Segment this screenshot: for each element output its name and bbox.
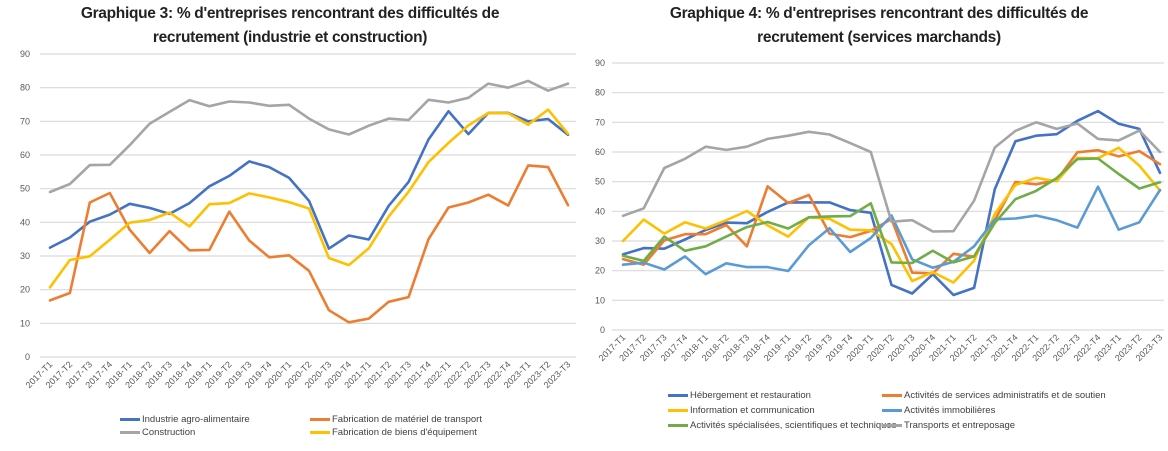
legend-swatch (882, 394, 902, 397)
y-tick-label: 70 (595, 117, 605, 127)
y-tick-label: 30 (20, 251, 30, 261)
legend-swatch (668, 394, 688, 397)
legend-swatch (310, 431, 330, 434)
series-line-fabrication-de-biens-d-equipement (48, 108, 570, 289)
series-line-construction (48, 79, 570, 194)
chart-industrie-construction: Graphique 3: % d'entreprises rencontrant… (0, 0, 580, 451)
series-line-activites-specialisees-scientifiques-et-techniques (621, 157, 1162, 265)
legend-swatch (882, 409, 902, 412)
y-tick-label: 0 (600, 325, 605, 335)
legend-item: Activités immobilières (882, 405, 995, 416)
legend-item: Activités de services administratifs et … (882, 390, 1106, 401)
series-line-activites-immobilieres (621, 185, 1162, 276)
y-tick-label: 70 (20, 116, 30, 126)
legend-swatch (882, 424, 902, 427)
chart-title: Graphique 3: % d'entreprises rencontrant… (0, 2, 580, 50)
legend-item: Fabrication de matériel de transport (310, 414, 482, 425)
y-tick-label: 50 (20, 184, 30, 194)
legend-label: Fabrication de matériel de transport (332, 414, 482, 425)
y-tick-label: 20 (20, 285, 30, 295)
y-tick-label: 80 (595, 88, 605, 98)
y-tick-label: 10 (595, 295, 605, 305)
chart-legend: Industrie agro-alimentaire Fabrication de… (0, 0, 580, 451)
legend-label: Activités de services administratifs et … (904, 390, 1106, 401)
chart-services-marchands: Graphique 4: % d'entreprises rencontrant… (590, 0, 1168, 451)
legend-label: Activités immobilières (904, 405, 996, 416)
legend-item: Transports et entreposage (882, 420, 1015, 431)
legend-swatch (310, 418, 330, 421)
y-tick-label: 10 (20, 318, 30, 328)
legend-label: Hébergement et restauration (690, 390, 811, 401)
legend-swatch (120, 431, 140, 434)
y-tick-label: 0 (25, 352, 30, 362)
series-line-fabrication-de-materiel-de-transport (48, 164, 570, 324)
y-tick-label: 80 (20, 83, 30, 93)
chart-title-line2: recrutement (industrie et construction) (152, 29, 428, 46)
legend-label: Transports et entreposage (904, 420, 1016, 431)
chart-title-line2: recrutement (services marchands) (757, 29, 1001, 46)
y-tick-label: 30 (595, 236, 605, 246)
y-tick-label: 50 (595, 177, 605, 187)
legend-label: Activités spécialisées, scientifiques et… (690, 420, 897, 431)
y-tick-label: 60 (20, 150, 30, 160)
legend-swatch (120, 418, 140, 421)
legend-label: Fabrication de biens d'équipement (332, 427, 477, 438)
legend-item: Industrie agro-alimentaire (120, 414, 250, 425)
chart-plot: 01020304050607080902017-T12017-T22017-T3… (595, 58, 1164, 363)
legend-label: Industrie agro-alimentaire (142, 414, 250, 425)
legend-swatch (668, 424, 688, 427)
y-tick-label: 20 (595, 266, 605, 276)
chart-title-line1: Graphique 4: % d'entreprises rencontrant… (669, 5, 1089, 22)
legend-label: Construction (142, 427, 196, 438)
legend-label: Information et communication (690, 405, 815, 416)
chart-plot: 01020304050607080902017-T12017-T22017-T3… (20, 49, 576, 390)
y-tick-label: 40 (595, 206, 605, 216)
series-line-industrie-agro-alimentaire (48, 109, 570, 250)
legend-swatch (668, 409, 688, 412)
chart-legend: Hébergement et restauration Activités de … (590, 0, 1168, 451)
chart-title: Graphique 4: % d'entreprises rencontrant… (590, 2, 1168, 50)
legend-item: Hébergement et restauration (668, 390, 811, 401)
legend-item: Activités spécialisées, scientifiques et… (668, 420, 896, 431)
chart-title-line1: Graphique 3: % d'entreprises rencontrant… (80, 5, 500, 22)
legend-item: Fabrication de biens d'équipement (310, 427, 477, 438)
y-tick-label: 90 (20, 49, 30, 59)
y-tick-label: 40 (20, 217, 30, 227)
series-line-transports-et-entreposage (621, 121, 1162, 233)
y-tick-label: 60 (595, 147, 605, 157)
legend-item: Information et communication (668, 405, 815, 416)
y-tick-label: 90 (595, 58, 605, 68)
legend-item: Construction (120, 427, 195, 438)
